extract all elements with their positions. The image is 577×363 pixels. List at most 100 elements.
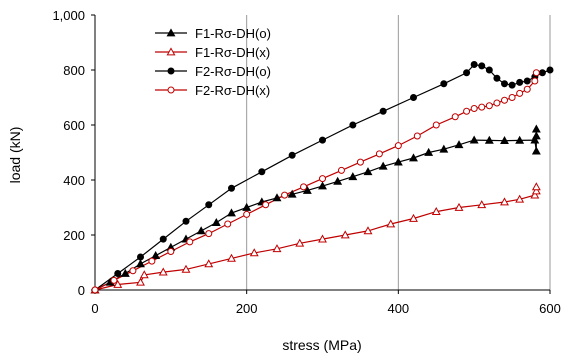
series-2-point-21	[516, 78, 524, 86]
series-3-point-11	[300, 183, 308, 191]
series-0-point-26	[484, 135, 494, 144]
series-3-point-28	[523, 85, 531, 93]
series-3-point-25	[501, 96, 508, 104]
series-0-point-7	[196, 226, 206, 235]
series-1-point-12	[340, 230, 350, 239]
legend-marker-0	[166, 28, 176, 37]
series-2-point-25	[546, 66, 554, 74]
series-3-point-29	[531, 77, 539, 85]
series-2-point-12	[410, 94, 417, 101]
series-3-point-1	[110, 276, 118, 284]
series-0-point-15	[318, 181, 327, 190]
x-axis-title: stress (MPa)	[282, 337, 361, 353]
series-2-point-17	[485, 66, 493, 74]
series-0-point-14	[302, 185, 312, 194]
series-1-point-14	[386, 219, 396, 228]
series-0-point-22	[424, 147, 434, 156]
legend-label-2: F2-Rσ-DH(o)	[195, 64, 271, 79]
gridlines	[246, 15, 551, 290]
series-3-point-8	[243, 210, 251, 218]
legend-label-3: F2-Rσ-DH(x)	[195, 83, 270, 98]
legend-marker-3	[167, 86, 175, 94]
series-2-point-16	[478, 62, 486, 70]
series-1-point-22	[531, 186, 541, 195]
x-tick-label-2: 400	[387, 301, 409, 316]
series-1-point-9	[272, 244, 282, 253]
series-1-point-23	[531, 182, 541, 191]
series-1-point-13	[363, 226, 373, 235]
series-0-point-24	[454, 140, 464, 149]
legend-label-1: F1-Rσ-DH(x)	[195, 45, 270, 60]
series-line-1	[94, 186, 537, 291]
series-0-point-3	[136, 259, 145, 268]
series-3-point-20	[463, 107, 471, 115]
series-3-point-10	[281, 191, 289, 199]
y-tick-label-1: 200	[63, 228, 85, 243]
series-0-point-8	[211, 217, 221, 227]
series-1-point-16	[431, 206, 441, 216]
series-0-point-23	[439, 144, 449, 153]
series-1-point-7	[227, 253, 236, 262]
series-3-point-13	[337, 166, 345, 174]
series-0-point-20	[393, 157, 403, 166]
series-0-point-18	[363, 167, 373, 176]
y-tick-label-5: 1,000	[52, 8, 85, 23]
series-2-point-20	[508, 81, 516, 89]
series-3-point-3	[148, 257, 156, 265]
series-0-point-32	[531, 124, 541, 133]
series-0-point-2	[120, 268, 130, 277]
y-axis-title: load (kN)	[7, 127, 23, 184]
series-1-point-1	[113, 279, 123, 288]
series-1-point-4	[158, 267, 168, 276]
series-3-point-21	[470, 105, 478, 112]
series-1-point-6	[204, 259, 214, 268]
series-2-point-10	[349, 121, 357, 129]
series-3-point-26	[508, 94, 516, 101]
series-2-point-14	[463, 69, 471, 77]
series-1-point-2	[136, 277, 145, 286]
series-line-0	[94, 129, 537, 291]
series-0-point-28	[515, 135, 525, 144]
series-3-point-2	[129, 267, 137, 275]
series-3-point-9	[262, 201, 270, 209]
series-1-point-21	[530, 190, 540, 199]
x-tick-label-1: 200	[236, 301, 258, 316]
series-2-point-2	[137, 253, 144, 261]
series-3-point-12	[319, 175, 326, 183]
series-0-point-17	[348, 172, 358, 181]
series-2-point-6	[228, 184, 235, 192]
series-2-point-19	[501, 80, 508, 88]
series-0-point-31	[531, 131, 541, 140]
series-3-point-18	[432, 121, 440, 129]
series-3-point-23	[485, 102, 493, 110]
series-3-point-4	[167, 248, 175, 255]
series-1-point-11	[318, 234, 327, 243]
series-0-point-29	[530, 135, 540, 144]
series-1-point-20	[515, 194, 525, 203]
series-2-point-7	[258, 168, 266, 176]
series-3-point-15	[375, 150, 383, 158]
axes	[91, 14, 551, 294]
series-1-point-10	[295, 238, 305, 247]
series-0-point-13	[287, 189, 297, 198]
series-2-point-4	[182, 217, 190, 225]
y-tick-label-2: 400	[63, 173, 85, 188]
series-2-point-1	[114, 270, 122, 277]
series-line-3	[94, 72, 537, 291]
series-3-point-7	[224, 220, 232, 228]
y-tick-label-4: 800	[63, 63, 85, 78]
series-3-point-16	[394, 142, 402, 150]
series-3-point-6	[205, 230, 213, 238]
series-2-point-9	[319, 136, 326, 144]
series-0-point-16	[333, 176, 343, 185]
legend: F1-Rσ-DH(o) F1-Rσ-DH(x) F2-Rσ-DH(o) F2-Rσ-D…	[155, 26, 271, 98]
series-0-point-27	[500, 136, 509, 145]
series-2-point-5	[205, 201, 213, 209]
series-0-point-12	[272, 193, 282, 202]
series-3-point-19	[451, 113, 459, 121]
x-tick-label-3: 600	[539, 301, 561, 316]
series-2-point-24	[538, 69, 546, 77]
series-3-point-27	[516, 89, 524, 97]
series-3-point-24	[493, 99, 501, 107]
